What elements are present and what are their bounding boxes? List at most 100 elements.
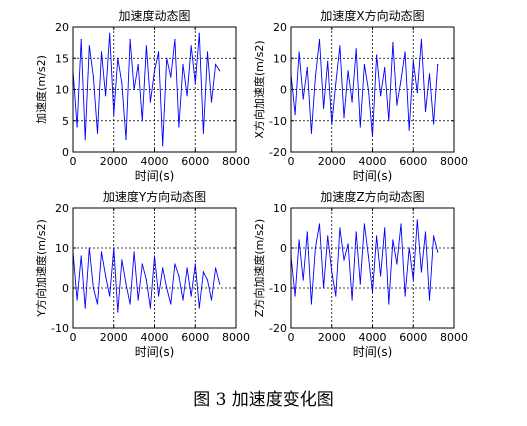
data-point bbox=[105, 275, 107, 277]
x-tick-label: 6000 bbox=[399, 155, 427, 168]
chart-panel-4: 0 2000 4000 6000 8000 -20 -10 0 10 加速度Z方向动态图时间(s)… bbox=[252, 189, 468, 359]
chart-title: 加速度X方向动态图 bbox=[320, 8, 424, 23]
data-point bbox=[125, 138, 127, 141]
data-point bbox=[137, 299, 139, 301]
data-point bbox=[206, 279, 209, 281]
data-point bbox=[347, 70, 349, 72]
y-axis-label: Y方向加速度(m/s2) bbox=[34, 219, 48, 317]
x-tick-label: 8000 bbox=[222, 331, 250, 344]
data-point bbox=[100, 251, 103, 253]
data-point bbox=[88, 45, 90, 47]
data-point bbox=[141, 263, 143, 265]
chart-title: 加速度Y方向动态图 bbox=[103, 189, 206, 204]
data-point bbox=[96, 303, 99, 305]
data-point bbox=[186, 95, 188, 97]
y-axis-label: Z方向加速度(m/s2) bbox=[252, 219, 266, 317]
x-tick-label: 0 bbox=[70, 155, 77, 168]
data-point bbox=[376, 54, 378, 56]
data-point bbox=[424, 231, 427, 233]
data-point bbox=[84, 307, 86, 309]
data-point bbox=[323, 287, 325, 289]
y-tick-label: 10 bbox=[273, 202, 287, 215]
data-point bbox=[145, 279, 147, 281]
y-axis-label: 加速度(m/s2) bbox=[34, 55, 48, 124]
x-tick-label: 4000 bbox=[359, 331, 387, 344]
chart-panel-3: 0 2000 4000 6000 8000-1001020加速度Y方向动态图时间(s)Y… bbox=[34, 189, 250, 359]
y-tick-label: 0 bbox=[62, 146, 69, 159]
data-point bbox=[113, 247, 115, 249]
x-axis-label: 时间(s) bbox=[353, 169, 393, 183]
data-point bbox=[210, 299, 213, 301]
chart-title: 加速度动态图 bbox=[118, 8, 190, 23]
x-tick-label: 4000 bbox=[141, 331, 169, 344]
y-tick-label: 5 bbox=[62, 115, 69, 128]
data-point bbox=[380, 275, 382, 277]
data-point bbox=[141, 120, 143, 122]
data-point bbox=[149, 101, 151, 103]
chart-panel-2: 0 2000 4000 6000 8000 -20 -10 0 10 20 加速度X方向动态图时间(… bbox=[252, 8, 468, 183]
chart-title: 加速度Z方向动态图 bbox=[320, 189, 424, 204]
x-tick-label: 2000 bbox=[318, 331, 346, 344]
x-tick-label: 4000 bbox=[359, 155, 387, 168]
data-point bbox=[424, 110, 427, 112]
data-point bbox=[404, 295, 406, 297]
y-tick-label: 20 bbox=[273, 21, 287, 34]
data-point bbox=[166, 57, 168, 59]
data-point bbox=[215, 63, 217, 66]
data-point bbox=[117, 311, 119, 313]
data-point bbox=[412, 279, 414, 281]
y-tick-label: 20 bbox=[55, 202, 69, 215]
data-point bbox=[412, 60, 414, 63]
data-point bbox=[306, 231, 308, 233]
data-point bbox=[153, 255, 156, 257]
data-point bbox=[416, 219, 418, 221]
data-point bbox=[392, 239, 394, 241]
y-tick-label: 10 bbox=[55, 242, 69, 255]
data-point bbox=[343, 259, 345, 261]
x-tick-label: 0 bbox=[288, 155, 295, 168]
data-point bbox=[380, 95, 382, 97]
x-tick-label: 4000 bbox=[141, 155, 169, 168]
data-point bbox=[339, 45, 341, 47]
data-point bbox=[88, 247, 90, 249]
y-tick-label: 10 bbox=[273, 52, 287, 65]
y-tick-label: 10 bbox=[55, 84, 69, 97]
x-axis-label: 时间(s) bbox=[135, 169, 175, 183]
data-point bbox=[314, 76, 316, 78]
data-point bbox=[302, 279, 304, 281]
data-point bbox=[327, 235, 329, 237]
x-tick-label: 8000 bbox=[440, 331, 468, 344]
data-point bbox=[129, 38, 131, 41]
data-point bbox=[331, 123, 333, 125]
data-point bbox=[396, 104, 398, 106]
data-point bbox=[408, 247, 410, 249]
data-point bbox=[202, 271, 204, 273]
data-point bbox=[437, 251, 439, 253]
y-tick-label: 0 bbox=[280, 84, 287, 97]
x-tick-label: 8000 bbox=[222, 155, 250, 168]
data-point bbox=[170, 303, 172, 305]
data-point bbox=[210, 101, 213, 103]
data-point bbox=[420, 271, 422, 273]
data-point bbox=[117, 57, 119, 59]
data-point bbox=[158, 295, 160, 297]
data-point bbox=[125, 283, 127, 285]
data-point bbox=[347, 243, 349, 245]
data-point bbox=[355, 48, 357, 50]
x-axis-label: 时间(s) bbox=[353, 345, 393, 359]
data-point bbox=[388, 120, 390, 122]
data-point bbox=[190, 295, 192, 297]
figure-caption: 图 3 加速度变化图 bbox=[193, 390, 334, 410]
data-point bbox=[363, 63, 365, 66]
data-point bbox=[298, 239, 300, 241]
x-tick-label: 0 bbox=[288, 331, 295, 344]
data-point bbox=[153, 70, 156, 72]
data-point bbox=[323, 107, 325, 109]
data-point bbox=[367, 88, 369, 91]
data-point bbox=[84, 138, 86, 141]
x-tick-label: 6000 bbox=[399, 331, 427, 344]
data-point bbox=[343, 117, 345, 119]
data-point bbox=[174, 38, 176, 41]
data-point bbox=[404, 51, 406, 53]
x-tick-label: 2000 bbox=[100, 155, 128, 168]
